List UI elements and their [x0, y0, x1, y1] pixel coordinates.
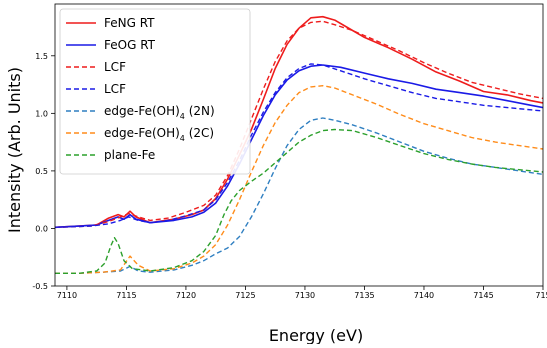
x-tick-label: 7120 — [176, 291, 196, 300]
y-axis: -0.5 0.0 0.5 1.0 1.5 — [32, 52, 55, 291]
legend-label: FeOG RT — [104, 38, 156, 52]
series-line-6 — [55, 128, 543, 274]
y-tick-label: 0.0 — [35, 224, 48, 233]
x-axis: 7110 7115 7120 7125 7130 7135 7140 7145 715 — [57, 286, 547, 300]
series-line-5 — [55, 85, 543, 274]
x-tick-label: 7125 — [235, 291, 255, 300]
legend-label: LCF — [104, 60, 126, 74]
y-tick-label: 0.5 — [35, 167, 48, 176]
y-tick-label: 1.5 — [35, 52, 48, 61]
y-tick-label: -0.5 — [32, 282, 48, 291]
series-line-4 — [55, 117, 543, 274]
x-tick-label: 7110 — [57, 291, 77, 300]
series-line-1 — [55, 64, 543, 229]
x-tick-label: 7115 — [116, 291, 136, 300]
x-tick-label: 7145 — [473, 291, 493, 300]
x-tick-label: 7135 — [354, 291, 374, 300]
plot-frame — [54, 3, 544, 287]
x-tick-label: 7130 — [295, 291, 315, 300]
legend-label: FeNG RT — [104, 16, 155, 30]
legend-label: edge-Fe(OH)4 (2N) — [104, 104, 215, 121]
x-axis-title: Energy (eV) — [269, 326, 363, 344]
x-tick-label: 7140 — [414, 291, 434, 300]
legend-box — [59, 8, 251, 175]
y-axis-title: Intensity (Arb. Units) — [5, 67, 24, 233]
y-tick-label: 1.0 — [35, 109, 48, 118]
legend: FeNG RT FeOG RT LCF LCF edge-Fe(OH)4 (2N) edg… — [59, 8, 251, 175]
x-tick-label: 715 — [535, 291, 547, 300]
series-line-3 — [55, 63, 543, 228]
series-line-2 — [55, 20, 543, 228]
legend-label: edge-Fe(OH)4 (2C) — [104, 126, 214, 143]
legend-label: LCF — [104, 82, 126, 96]
series-lines — [55, 15, 543, 274]
legend-label: plane-Fe — [104, 148, 155, 162]
